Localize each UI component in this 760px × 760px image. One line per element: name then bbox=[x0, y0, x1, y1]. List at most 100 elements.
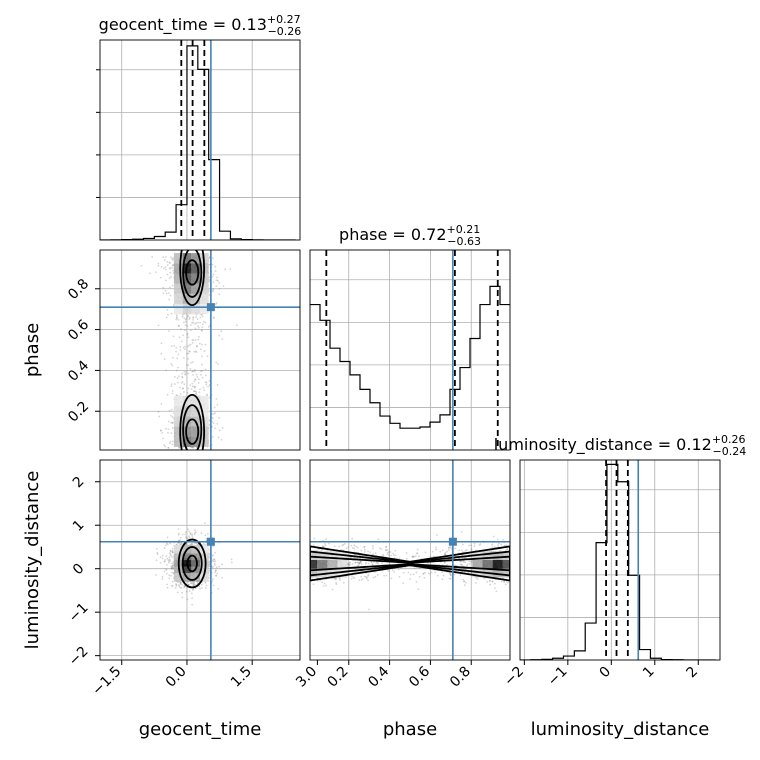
contour-lines bbox=[177, 538, 207, 589]
sample-point bbox=[506, 548, 509, 551]
sample-point bbox=[171, 266, 174, 269]
y-tick-label: 1 bbox=[70, 517, 88, 535]
sample-point bbox=[193, 386, 196, 389]
sample-point bbox=[191, 382, 194, 385]
sample-point bbox=[163, 570, 166, 573]
sample-point bbox=[335, 581, 338, 584]
sample-point bbox=[215, 279, 218, 282]
density-cell bbox=[182, 253, 192, 264]
sample-point bbox=[385, 574, 388, 577]
sample-point bbox=[169, 414, 172, 417]
sample-point bbox=[195, 316, 197, 319]
sample-point bbox=[201, 369, 204, 372]
sample-point bbox=[325, 538, 328, 540]
sample-point bbox=[169, 266, 171, 269]
sample-point bbox=[164, 445, 167, 448]
sample-point bbox=[415, 571, 418, 574]
sample-point bbox=[201, 329, 203, 332]
sample-point bbox=[178, 542, 181, 545]
histogram-bin bbox=[380, 416, 390, 450]
sample-point bbox=[216, 403, 219, 406]
sample-point bbox=[165, 316, 168, 319]
sample-point bbox=[200, 532, 203, 535]
sample-point bbox=[140, 264, 143, 267]
sample-point bbox=[172, 264, 174, 267]
sample-point bbox=[160, 352, 163, 355]
density-cell bbox=[327, 551, 338, 560]
sample-point bbox=[187, 583, 190, 586]
sample-point bbox=[387, 570, 390, 572]
sample-point bbox=[418, 575, 421, 578]
sample-point bbox=[504, 549, 507, 552]
sample-point bbox=[212, 289, 215, 291]
sample-point bbox=[357, 564, 360, 567]
sample-point bbox=[208, 263, 211, 266]
sample-point bbox=[186, 316, 188, 319]
sample-point bbox=[181, 387, 184, 390]
sample-point bbox=[230, 561, 233, 564]
sample-point bbox=[188, 350, 190, 353]
histogram-luminosity_distance bbox=[519, 459, 721, 661]
sample-point bbox=[178, 446, 181, 449]
sample-point bbox=[177, 381, 179, 384]
density-cell bbox=[492, 560, 503, 569]
density-cell bbox=[472, 568, 483, 578]
sample-point bbox=[422, 572, 425, 575]
sample-point bbox=[367, 573, 370, 576]
x-tick-label: 0.4 bbox=[365, 663, 392, 690]
sample-point bbox=[365, 561, 368, 564]
density-cell bbox=[173, 426, 183, 437]
sample-point bbox=[213, 412, 216, 414]
sample-point bbox=[342, 543, 345, 546]
x-tick-label: 0 bbox=[597, 664, 615, 682]
sample-point bbox=[175, 585, 178, 587]
sample-point bbox=[495, 590, 498, 593]
sample-point bbox=[368, 608, 370, 611]
sample-point bbox=[390, 554, 392, 557]
histogram-bin bbox=[340, 362, 350, 450]
sample-point bbox=[171, 565, 174, 567]
sample-point bbox=[191, 321, 193, 324]
sample-point bbox=[372, 547, 374, 550]
sample-point bbox=[180, 587, 183, 589]
x-tick-label: −1.5 bbox=[89, 664, 124, 699]
sample-point bbox=[212, 565, 215, 568]
density-cell bbox=[182, 551, 192, 560]
sample-point bbox=[217, 587, 220, 590]
sample-point bbox=[148, 272, 151, 275]
sample-point bbox=[165, 555, 168, 558]
sample-point bbox=[441, 578, 444, 581]
sample-point bbox=[176, 377, 179, 380]
sample-point bbox=[191, 446, 194, 449]
sample-point bbox=[192, 321, 195, 324]
sample-point bbox=[179, 586, 182, 589]
sample-point bbox=[371, 563, 374, 566]
sample-point bbox=[194, 350, 197, 353]
sample-point bbox=[211, 580, 214, 583]
sample-point bbox=[448, 546, 451, 549]
sample-point bbox=[470, 547, 473, 550]
sample-point bbox=[343, 542, 346, 545]
sample-point bbox=[418, 555, 420, 558]
histogram-title: phase = 0.72+0.21 −0.63 bbox=[339, 223, 481, 248]
sample-point bbox=[493, 587, 496, 590]
sample-point bbox=[191, 536, 194, 539]
y-tick-label: 2 bbox=[70, 474, 88, 492]
sample-point bbox=[449, 572, 451, 575]
sample-point bbox=[166, 586, 169, 589]
sample-point bbox=[387, 554, 390, 557]
sample-point bbox=[184, 373, 186, 376]
sample-point bbox=[197, 325, 199, 328]
sample-point bbox=[194, 322, 196, 325]
sample-point bbox=[381, 562, 383, 565]
x-tick-label: 1.5 bbox=[228, 664, 255, 691]
density-cell bbox=[472, 560, 483, 569]
density-cell bbox=[173, 263, 183, 274]
sample-point bbox=[422, 572, 425, 575]
sample-point bbox=[163, 267, 165, 270]
sample-point bbox=[168, 574, 171, 577]
sample-point bbox=[188, 590, 191, 592]
density-cell bbox=[502, 568, 510, 578]
sample-point bbox=[186, 334, 189, 336]
sample-point bbox=[382, 553, 384, 556]
